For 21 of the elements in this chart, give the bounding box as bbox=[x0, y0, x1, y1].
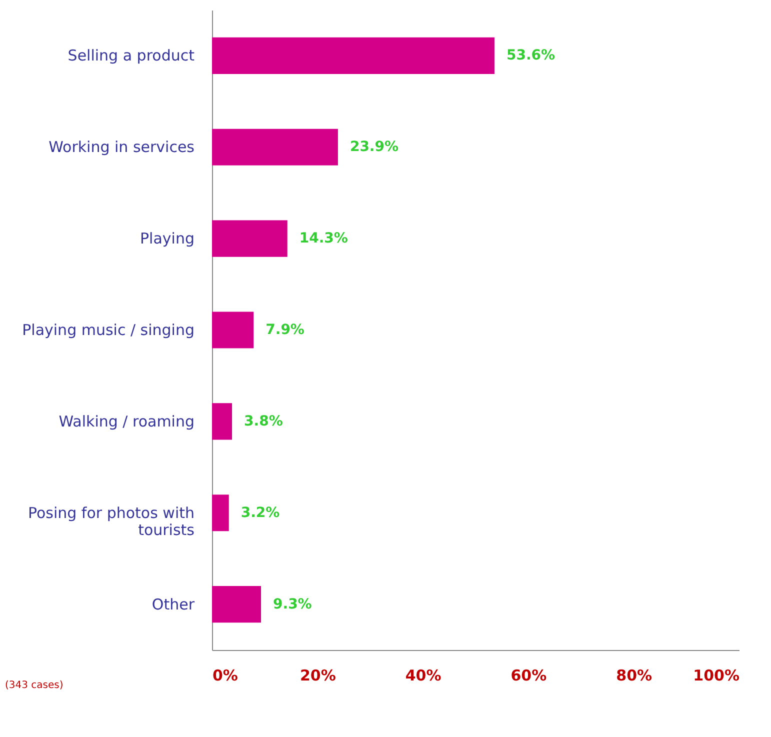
data-label: 7.9% bbox=[266, 322, 304, 338]
x-tick-label: 0% bbox=[212, 666, 238, 684]
y-tick-label: Selling a product bbox=[68, 46, 195, 65]
y-tick-label: Working in services bbox=[48, 138, 195, 156]
data-label: 14.3% bbox=[299, 230, 348, 247]
x-tick-label: 20% bbox=[300, 666, 336, 684]
data-label: 3.8% bbox=[244, 413, 283, 430]
y-tick-label: Playing music / singing bbox=[22, 321, 194, 339]
data-label: 53.6% bbox=[506, 48, 556, 64]
x-tick-label: 40% bbox=[405, 666, 442, 684]
data-label: 3.2% bbox=[240, 504, 280, 521]
data-label: 23.9% bbox=[350, 139, 399, 156]
y-tick-label: Playing bbox=[140, 230, 194, 248]
text: (343 cases) bbox=[5, 680, 64, 691]
x-tick-label: 80% bbox=[616, 666, 652, 684]
y-tick-label: Other bbox=[152, 595, 196, 614]
y-tick-label: Walking / roaming bbox=[58, 412, 194, 430]
x-tick-label: 100% bbox=[693, 666, 740, 684]
x-tick-label: 60% bbox=[510, 666, 547, 684]
y-tick-label: Posing for photos with tourists bbox=[28, 504, 195, 539]
data-label: 9.3% bbox=[273, 596, 312, 612]
